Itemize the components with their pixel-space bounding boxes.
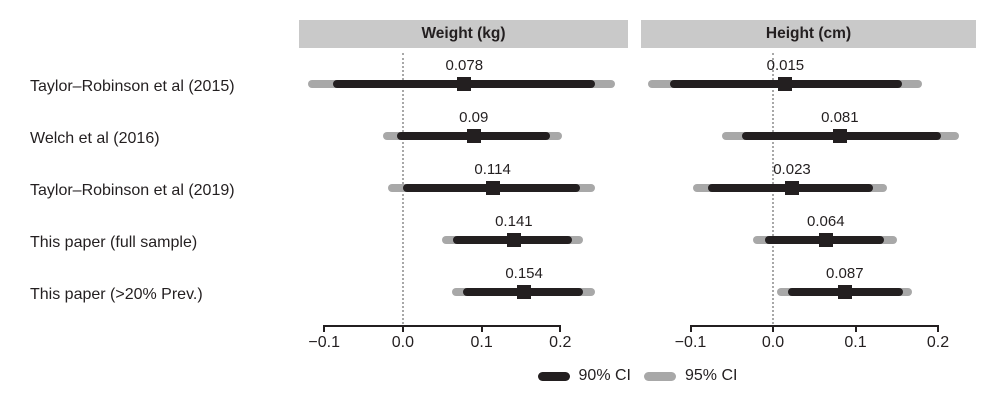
study-label: This paper (>20% Prev.) xyxy=(30,286,203,303)
study-label: Taylor–Robinson et al (2019) xyxy=(30,182,235,199)
legend-item: 90% CI xyxy=(537,367,631,385)
point-estimate-marker xyxy=(784,181,799,195)
study-label: Welch et al (2016) xyxy=(30,130,160,147)
estimate-value-label: 0.087 xyxy=(826,265,864,282)
legend-label: 95% CI xyxy=(685,367,738,384)
point-estimate-marker xyxy=(818,233,833,247)
x-axis-line xyxy=(324,325,561,327)
estimate-value-label: 0.023 xyxy=(773,161,811,178)
estimate-value-label: 0.154 xyxy=(505,265,543,282)
study-label: Taylor–Robinson et al (2015) xyxy=(30,78,235,95)
x-axis-tick-label: 0.2 xyxy=(926,334,950,351)
x-axis-tick-label: 0.1 xyxy=(470,334,493,351)
x-axis-tick xyxy=(772,325,775,332)
x-axis-tick xyxy=(480,325,483,332)
panel-height: Height (cm) 0.015 0.081 0.023 0.064 0.087 −0.… xyxy=(641,0,976,408)
panel-title-weight: Weight (kg) xyxy=(421,25,506,42)
estimate-value-label: 0.015 xyxy=(766,57,805,74)
point-estimate-marker xyxy=(506,233,521,247)
legend-item: 95% CI xyxy=(644,367,737,385)
estimate-value-label: 0.064 xyxy=(807,213,845,230)
x-axis-tick-label: 0.1 xyxy=(844,334,867,351)
point-estimate-marker xyxy=(466,129,481,143)
panel-header-weight: Weight (kg) xyxy=(299,20,628,48)
x-axis-tick-label: 0.0 xyxy=(761,334,785,351)
x-axis-tick-label: −0.1 xyxy=(674,334,707,351)
point-estimate-marker xyxy=(485,181,500,195)
ci-legend: 90% CI 95% CI xyxy=(299,364,976,388)
estimate-value-label: 0.114 xyxy=(474,161,511,178)
ci95-legend-swatch xyxy=(644,371,676,381)
estimate-value-label: 0.078 xyxy=(445,57,484,74)
x-axis-tick xyxy=(937,325,940,332)
x-axis-line xyxy=(690,325,939,327)
panel-header-height: Height (cm) xyxy=(641,20,976,48)
estimate-value-label: 0.141 xyxy=(495,213,533,230)
panel-title-height: Height (cm) xyxy=(765,25,852,42)
point-estimate-marker xyxy=(517,285,532,299)
x-axis-tick xyxy=(559,325,562,332)
ci90-legend-swatch xyxy=(537,371,570,381)
x-axis-tick xyxy=(401,325,404,332)
study-label: This paper (full sample) xyxy=(30,234,198,251)
x-axis-tick xyxy=(689,325,692,332)
estimate-value-label: 0.09 xyxy=(459,109,489,126)
point-estimate-marker xyxy=(457,77,472,91)
legend-label: 90% CI xyxy=(578,367,631,384)
x-axis-tick xyxy=(323,325,326,332)
point-estimate-marker xyxy=(837,285,852,299)
estimate-value-label: 0.081 xyxy=(821,109,859,126)
panel-weight: Weight (kg) 0.078 0.09 0.114 0.141 0.154 −0.1… xyxy=(299,0,628,408)
x-axis-tick xyxy=(854,325,857,332)
x-axis-tick-label: 0.0 xyxy=(391,334,415,351)
x-axis-tick-label: 0.2 xyxy=(549,334,572,351)
point-estimate-marker xyxy=(778,77,793,91)
point-estimate-marker xyxy=(832,129,847,143)
x-axis-tick-label: −0.1 xyxy=(308,334,340,351)
